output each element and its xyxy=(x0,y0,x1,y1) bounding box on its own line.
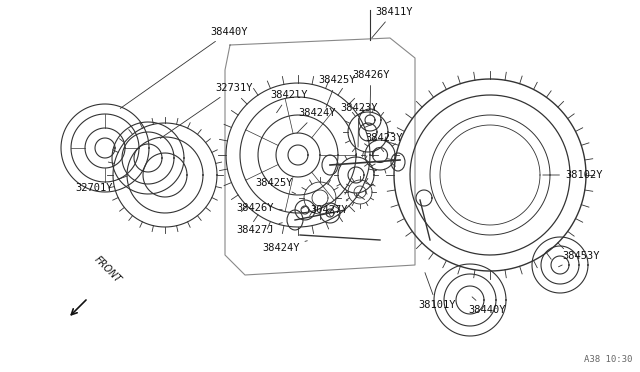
Text: 38427J: 38427J xyxy=(236,223,282,235)
Text: 38423Y: 38423Y xyxy=(340,103,378,147)
Text: 38102Y: 38102Y xyxy=(543,170,602,180)
Text: 38425Y: 38425Y xyxy=(255,178,296,194)
Text: 38425Y: 38425Y xyxy=(318,75,355,108)
Text: 30427Y: 30427Y xyxy=(310,200,348,215)
Text: 32731Y: 32731Y xyxy=(160,83,253,138)
Text: 38101Y: 38101Y xyxy=(418,273,456,310)
Text: A38 10:30: A38 10:30 xyxy=(584,355,632,364)
Text: 38423Y: 38423Y xyxy=(365,133,403,156)
Text: 38453Y: 38453Y xyxy=(559,251,600,267)
Text: 38426Y: 38426Y xyxy=(236,203,282,213)
Text: 32701Y: 32701Y xyxy=(75,176,127,193)
Text: 3842lY: 3842lY xyxy=(270,90,307,113)
Text: 38411Y: 38411Y xyxy=(372,7,413,38)
Text: 38424Y: 38424Y xyxy=(297,108,335,133)
Text: 38440Y: 38440Y xyxy=(468,297,506,315)
Text: 38426Y: 38426Y xyxy=(352,70,390,115)
Text: 38440Y: 38440Y xyxy=(120,27,248,108)
Text: 38424Y: 38424Y xyxy=(262,241,307,253)
Text: FRONT: FRONT xyxy=(92,254,123,285)
